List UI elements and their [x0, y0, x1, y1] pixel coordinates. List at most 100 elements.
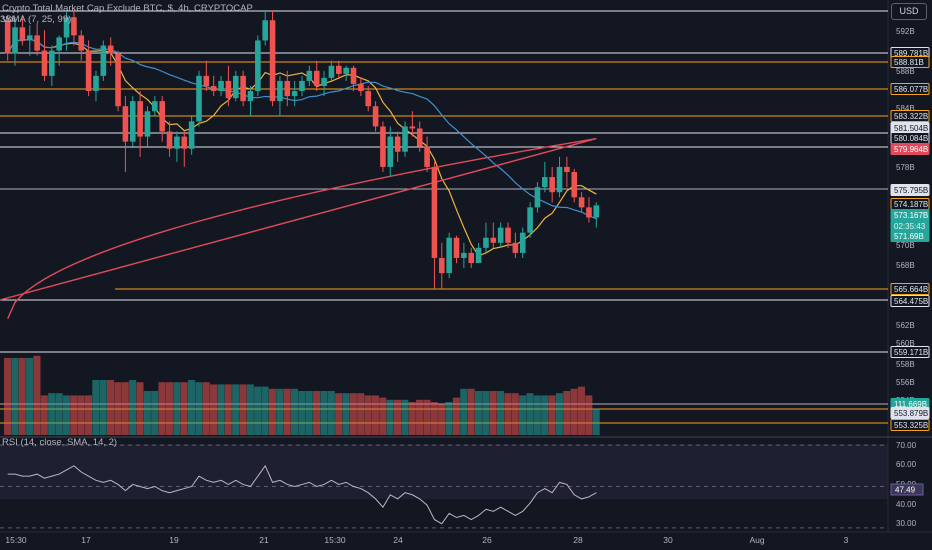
- price-tag-box: [890, 143, 930, 155]
- volume-bar: [320, 391, 328, 435]
- sma-indicator-label[interactable]: 3SMA (7, 25, 99): [0, 14, 72, 25]
- volume-bar: [511, 393, 519, 435]
- candle-body: [424, 146, 430, 167]
- candle-body: [313, 70, 320, 86]
- candle-body: [431, 166, 438, 258]
- volume-bar: [129, 380, 137, 435]
- volume-bar: [33, 355, 41, 435]
- volume-bar: [62, 395, 70, 435]
- rsi-tick: 40.00: [896, 500, 917, 509]
- candle-body: [255, 40, 261, 92]
- candles: [4, 10, 600, 289]
- candle-body: [512, 242, 519, 253]
- volume-bar: [496, 391, 505, 435]
- horizontal-levels: [0, 10, 888, 424]
- volume-bar: [290, 388, 299, 435]
- price-tag: 573.167B: [894, 211, 928, 220]
- volume-bar: [70, 395, 78, 435]
- volume-bar: [445, 402, 453, 435]
- price-tag: 553.325B: [894, 421, 928, 430]
- candle-body: [210, 85, 217, 92]
- volume-bar: [423, 399, 431, 435]
- time-tick: 15:30: [5, 535, 27, 545]
- volume-bar: [349, 393, 357, 435]
- price-tag-box: [890, 184, 930, 196]
- price-tag-box: [890, 295, 930, 307]
- candle-body: [439, 257, 445, 274]
- price-tag-box: [890, 83, 930, 95]
- volume-bar: [474, 391, 482, 435]
- time-tick: 24: [393, 535, 403, 545]
- volume-bars: [4, 355, 600, 435]
- rsi-tick: 70.00: [896, 441, 917, 450]
- candle-body: [542, 177, 548, 188]
- price-tag: 559.171B: [894, 348, 928, 357]
- chart-title[interactable]: Crypto Total Market Cap Exclude BTC, $, …: [2, 3, 253, 14]
- rsi-indicator-label[interactable]: RSI (14, close, SMA, 14, 2): [2, 437, 118, 448]
- time-tick: 30: [663, 535, 673, 545]
- volume-bar: [305, 391, 313, 435]
- candle-body: [232, 75, 239, 99]
- candle-body: [56, 37, 62, 51]
- candle-body: [4, 20, 11, 54]
- volume-bar: [460, 388, 468, 435]
- volume-bar: [195, 382, 203, 435]
- rsi-pane: [0, 444, 888, 529]
- volume-bar: [143, 391, 151, 435]
- candle-body: [122, 106, 129, 142]
- volume-bar: [467, 388, 475, 435]
- volume-bar: [592, 408, 600, 435]
- volume-bar: [393, 399, 402, 435]
- volume-bar: [254, 386, 262, 435]
- price-tag: 574.187B: [894, 200, 928, 209]
- price-tag: 111.669B: [894, 400, 927, 409]
- candle-body: [409, 126, 416, 129]
- volume-bar: [504, 393, 512, 435]
- volume-bar: [401, 399, 409, 435]
- volume-bar: [180, 382, 188, 435]
- candle-body: [343, 67, 349, 74]
- price-tag: 553.879B: [894, 409, 928, 418]
- volume-bar: [224, 384, 232, 435]
- volume-bar: [298, 391, 306, 435]
- price-tag: 586.077B: [894, 85, 928, 94]
- candle-body: [461, 252, 467, 258]
- candle-body: [129, 101, 136, 142]
- volume-bar: [92, 380, 100, 435]
- volume-bar: [555, 393, 563, 435]
- candle-body: [394, 136, 401, 152]
- time-tick: 15:30: [324, 535, 346, 545]
- price-tag-box: [890, 283, 930, 295]
- volume-bar: [577, 386, 585, 435]
- time-tick: 26: [482, 535, 492, 545]
- volume-bar: [327, 391, 335, 435]
- price-tag: 575.795B: [894, 186, 928, 195]
- volume-bar: [268, 388, 276, 435]
- candle-body: [63, 17, 70, 38]
- volume-bar: [408, 402, 416, 435]
- candle-body: [203, 75, 210, 86]
- price-tick: 584B: [896, 104, 915, 113]
- candle-body: [225, 80, 232, 99]
- candle-body: [321, 77, 327, 86]
- volume-bar: [239, 384, 247, 435]
- candle-body: [497, 227, 504, 243]
- candle-body: [41, 50, 48, 76]
- price-tag: 02:35:43: [894, 222, 926, 231]
- rsi-band: [0, 444, 888, 499]
- volume-bar: [313, 391, 321, 435]
- volume-bar: [210, 384, 218, 435]
- time-tick: 19: [169, 535, 179, 545]
- candle-body: [586, 207, 592, 218]
- candle-body: [26, 35, 33, 41]
- time-tick: 21: [259, 535, 269, 545]
- candle-body: [380, 126, 386, 167]
- candle-body: [277, 80, 283, 102]
- volume-bar: [11, 358, 19, 435]
- volume-bar: [482, 391, 490, 435]
- candle-body: [152, 101, 158, 112]
- time-tick: 3: [844, 535, 849, 545]
- currency-button[interactable]: USD: [891, 3, 927, 20]
- volume-indicator-label[interactable]: Vol: [2, 14, 16, 25]
